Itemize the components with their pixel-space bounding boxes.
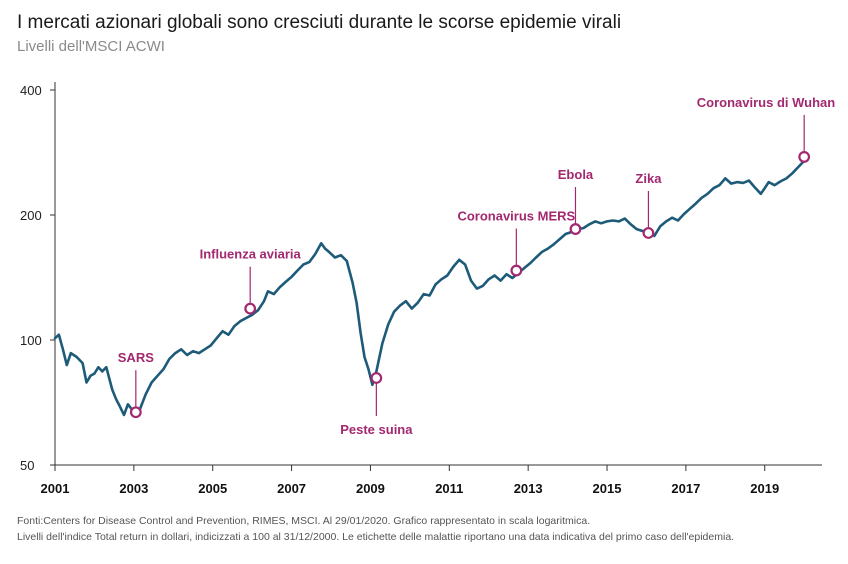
y-tick-label: 50: [20, 458, 34, 473]
chart-title: I mercati azionari globali sono cresciut…: [17, 12, 622, 33]
x-tick-label: 2011: [435, 481, 463, 496]
annotation-label: Coronavirus MERS: [457, 209, 575, 224]
x-tick-label: 2019: [750, 481, 779, 496]
annotation-marker: [798, 151, 811, 163]
annotation-coronavirus-di-wuhan: Coronavirus di Wuhan: [697, 95, 835, 163]
footer-method-note: Livelli dell'indice Total return in doll…: [17, 531, 735, 543]
annotation-marker: [510, 264, 523, 277]
x-tick-label: 2003: [119, 481, 148, 496]
annotation-marker: [129, 406, 142, 419]
annotation-label: Zika: [635, 171, 662, 186]
annotation-layer: SARS Influenza aviaria Peste suina Coronavi…: [118, 95, 836, 437]
chart-footer: Fonti:Centers for Disease Control and Pr…: [17, 513, 734, 545]
annotation-sars: SARS: [118, 350, 154, 419]
x-tick-label: 2009: [356, 481, 385, 496]
series-layer: [53, 155, 809, 417]
annotation-label: Coronavirus di Wuhan: [697, 95, 835, 110]
x-tick-label: 2005: [198, 481, 227, 496]
x-tick-label: 2001: [41, 481, 70, 496]
y-tick-label: 400: [20, 83, 42, 98]
y-tick-label: 100: [20, 333, 42, 348]
annotation-label: Ebola: [558, 167, 594, 182]
annotation-label: Influenza aviaria: [200, 247, 302, 262]
annotation-marker: [642, 227, 655, 239]
annotation-coronavirus-mers: Coronavirus MERS: [457, 209, 576, 277]
chart-subtitle: Livelli dell'MSCI ACWI: [17, 38, 165, 55]
annotation-label: Peste suina: [340, 422, 413, 437]
series-line-msci-acwi: [53, 155, 809, 417]
annotation-influenza-aviaria: Influenza aviaria: [200, 247, 302, 315]
annotation-peste-suina: Peste suina: [340, 372, 413, 437]
annotation-zika: Zika: [635, 171, 662, 239]
annotation-ebola: Ebola: [558, 167, 594, 235]
annotation-marker: [244, 302, 257, 315]
x-tick-label: 2007: [277, 481, 306, 496]
x-tick-label: 2015: [593, 481, 622, 496]
chart-axes: 50 100 200 400 2001 2003 2005 2007 2009 2011 2013 2…: [20, 82, 822, 496]
footer-source-note: Fonti:Centers for Disease Control and Pr…: [17, 515, 591, 527]
x-tick-label: 2017: [671, 481, 700, 496]
annotation-marker: [370, 372, 383, 384]
annotation-marker: [569, 223, 582, 235]
x-tick-label: 2013: [514, 481, 543, 496]
y-tick-label: 200: [20, 208, 42, 223]
annotation-label: SARS: [118, 350, 154, 365]
